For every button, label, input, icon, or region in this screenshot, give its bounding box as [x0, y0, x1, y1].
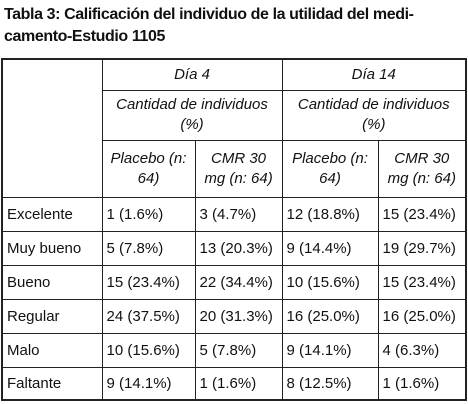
- row-label: Regular: [1, 298, 103, 334]
- data-table: Día 4 Día 14 Cantidad de individuos (%) Can…: [1, 58, 468, 401]
- data-row: Regular 24 (37.5%) 20 (31.3%) 16 (25.0%) 16 …: [1, 298, 467, 334]
- title-line: camento-Estudio 1105: [4, 28, 165, 45]
- data-row: Malo 10 (15.6%) 5 (7.8%) 9 (14.1%) 4 (6.3%): [1, 332, 467, 368]
- table-title: Tabla 3: Calificación del individuo de l…: [4, 4, 466, 48]
- header-row: Día 4 Día 14: [1, 58, 467, 198]
- data-cell: 5 (7.8%): [194, 332, 283, 368]
- row-label: Bueno: [1, 264, 103, 300]
- column-header: CMR 30 mg (n: 64): [377, 139, 467, 198]
- data-cell: 12 (18.8%): [281, 196, 379, 232]
- data-cell: 1 (1.6%): [101, 196, 196, 232]
- data-cell: 10 (15.6%): [101, 332, 196, 368]
- data-cell: 9 (14.1%): [101, 366, 196, 401]
- data-cell: 22 (34.4%): [194, 264, 283, 300]
- subgroup-header: Cantidad de individuos (%): [101, 89, 283, 141]
- data-cell: 1 (1.6%): [194, 366, 283, 401]
- data-cell: 13 (20.3%): [194, 230, 283, 266]
- data-cell: 4 (6.3%): [377, 332, 467, 368]
- row-label: Faltante: [1, 366, 103, 401]
- data-cell: 16 (25.0%): [281, 298, 379, 334]
- data-cell: 9 (14.4%): [281, 230, 379, 266]
- subgroup-header: Cantidad de individuos (%): [281, 89, 467, 141]
- header-row: Placebo (n: 64) CMR 30 mg (n: 64) Placebo …: [2, 139, 467, 198]
- column-header: Placebo (n: 64): [101, 139, 196, 198]
- row-label: Excelente: [1, 196, 103, 232]
- data-row: Bueno 15 (23.4%) 22 (34.4%) 10 (15.6%) 15 (2…: [1, 264, 467, 300]
- data-cell: 15 (23.4%): [377, 264, 467, 300]
- data-cell: 9 (14.1%): [281, 332, 379, 368]
- data-cell: 20 (31.3%): [194, 298, 283, 334]
- data-cell: 1 (1.6%): [377, 366, 467, 401]
- data-cell: 19 (29.7%): [377, 230, 467, 266]
- data-cell: 5 (7.8%): [101, 230, 196, 266]
- data-row: Faltante 9 (14.1%) 1 (1.6%) 8 (12.5%) 1 (1.6…: [1, 366, 467, 401]
- data-cell: 24 (37.5%): [101, 298, 196, 334]
- title-line: Tabla 3: Calificación del individuo de l…: [4, 6, 414, 23]
- data-cell: 16 (25.0%): [377, 298, 467, 334]
- group-header: Día 14: [281, 58, 467, 91]
- header-row: Cantidad de individuos (%) Cantidad de in…: [2, 89, 467, 141]
- column-header: Placebo (n: 64): [281, 139, 379, 198]
- corner-cell: [1, 58, 103, 198]
- group-header: Día 4: [101, 58, 283, 91]
- data-cell: 8 (12.5%): [281, 366, 379, 401]
- data-cell: 15 (23.4%): [101, 264, 196, 300]
- row-label: Muy bueno: [1, 230, 103, 266]
- data-row: Excelente 1 (1.6%) 3 (4.7%) 12 (18.8%) 15 (2…: [1, 196, 467, 232]
- data-row: Muy bueno 5 (7.8%) 13 (20.3%) 9 (14.4%) 19 (…: [1, 230, 467, 266]
- row-label: Malo: [1, 332, 103, 368]
- column-header: CMR 30 mg (n: 64): [194, 139, 283, 198]
- data-cell: 3 (4.7%): [194, 196, 283, 232]
- data-cell: 10 (15.6%): [281, 264, 379, 300]
- data-cell: 15 (23.4%): [377, 196, 467, 232]
